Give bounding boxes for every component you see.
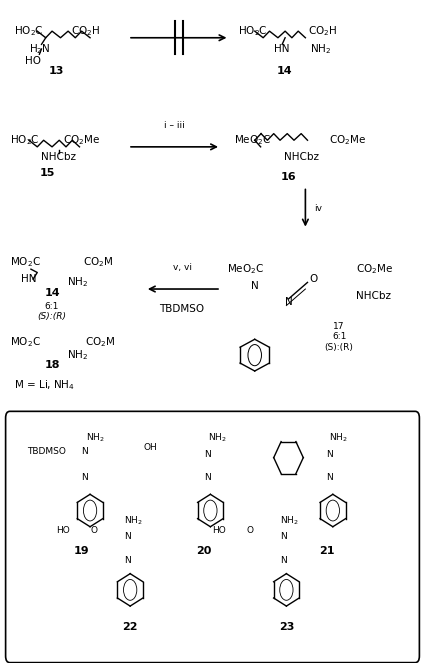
Text: (S):(R): (S):(R) bbox=[37, 312, 67, 321]
Text: MeO$_2$C: MeO$_2$C bbox=[234, 133, 271, 147]
Text: TBDMSO: TBDMSO bbox=[27, 446, 65, 456]
FancyBboxPatch shape bbox=[6, 411, 419, 663]
Text: OH: OH bbox=[144, 443, 158, 452]
Text: N: N bbox=[82, 446, 88, 456]
Text: NH$_2$: NH$_2$ bbox=[309, 42, 331, 56]
Text: 18: 18 bbox=[44, 361, 60, 371]
Text: 14: 14 bbox=[277, 66, 292, 76]
Text: N: N bbox=[204, 450, 211, 459]
Text: N: N bbox=[280, 556, 287, 564]
Text: CO$_2$M: CO$_2$M bbox=[83, 256, 113, 270]
Text: CO$_2$Me: CO$_2$Me bbox=[329, 133, 366, 147]
Text: NH$_2$: NH$_2$ bbox=[67, 276, 88, 290]
Text: N: N bbox=[326, 450, 333, 459]
Text: NHCbz: NHCbz bbox=[283, 152, 319, 162]
Text: 19: 19 bbox=[74, 546, 89, 556]
Text: MeO$_2$C: MeO$_2$C bbox=[227, 262, 264, 276]
Text: CO$_2$M: CO$_2$M bbox=[85, 335, 116, 349]
Text: 17
6:1
(S):(R): 17 6:1 (S):(R) bbox=[325, 322, 354, 352]
Text: iv: iv bbox=[314, 204, 322, 212]
Text: i – iii: i – iii bbox=[164, 122, 185, 130]
Text: HO$_2$C: HO$_2$C bbox=[14, 25, 44, 38]
Text: HO: HO bbox=[212, 526, 226, 535]
Text: O: O bbox=[246, 526, 253, 535]
Text: CO$_2$H: CO$_2$H bbox=[308, 25, 337, 38]
Text: 15: 15 bbox=[40, 168, 56, 179]
Text: 21: 21 bbox=[319, 546, 334, 556]
Text: NH$_2$: NH$_2$ bbox=[86, 432, 105, 444]
Text: 16: 16 bbox=[280, 171, 296, 182]
Text: NHCbz: NHCbz bbox=[41, 152, 76, 162]
Text: N: N bbox=[326, 473, 333, 482]
Text: 6:1: 6:1 bbox=[45, 302, 59, 311]
Text: N: N bbox=[280, 533, 287, 541]
Text: HO$_2$C: HO$_2$C bbox=[238, 25, 268, 38]
Text: M = Li, NH$_4$: M = Li, NH$_4$ bbox=[14, 378, 75, 392]
Text: NHCbz: NHCbz bbox=[356, 291, 391, 301]
Text: 20: 20 bbox=[196, 546, 212, 556]
Text: CO$_2$Me: CO$_2$Me bbox=[356, 262, 393, 276]
Text: HN: HN bbox=[275, 44, 290, 54]
Text: HO: HO bbox=[56, 526, 70, 535]
Text: O: O bbox=[90, 526, 97, 535]
Text: N: N bbox=[124, 533, 130, 541]
Text: 22: 22 bbox=[122, 622, 138, 631]
Text: HO: HO bbox=[25, 56, 41, 66]
Text: NH$_2$: NH$_2$ bbox=[67, 348, 88, 362]
Text: N: N bbox=[82, 473, 88, 482]
Text: HO$_2$C: HO$_2$C bbox=[10, 133, 40, 147]
Text: MO$_2$C: MO$_2$C bbox=[10, 335, 41, 349]
Text: 23: 23 bbox=[279, 622, 294, 631]
Text: TBDMSO: TBDMSO bbox=[159, 304, 204, 314]
Text: N: N bbox=[285, 297, 292, 307]
Text: 13: 13 bbox=[48, 66, 64, 76]
Text: CO$_2$Me: CO$_2$Me bbox=[63, 133, 100, 147]
Text: NH$_2$: NH$_2$ bbox=[329, 432, 347, 444]
Text: CO$_2$H: CO$_2$H bbox=[71, 25, 100, 38]
Text: NH$_2$: NH$_2$ bbox=[208, 432, 227, 444]
Text: v, vi: v, vi bbox=[173, 264, 193, 272]
Text: N: N bbox=[124, 556, 130, 564]
Text: HN: HN bbox=[21, 274, 37, 284]
Text: NH$_2$: NH$_2$ bbox=[124, 514, 142, 527]
Text: H$_2$N: H$_2$N bbox=[28, 42, 50, 56]
Text: O: O bbox=[310, 274, 318, 284]
Text: 14: 14 bbox=[44, 288, 60, 297]
Text: N: N bbox=[251, 281, 258, 291]
Text: NH$_2$: NH$_2$ bbox=[280, 514, 299, 527]
Text: N: N bbox=[204, 473, 211, 482]
Text: MO$_2$C: MO$_2$C bbox=[10, 256, 41, 270]
